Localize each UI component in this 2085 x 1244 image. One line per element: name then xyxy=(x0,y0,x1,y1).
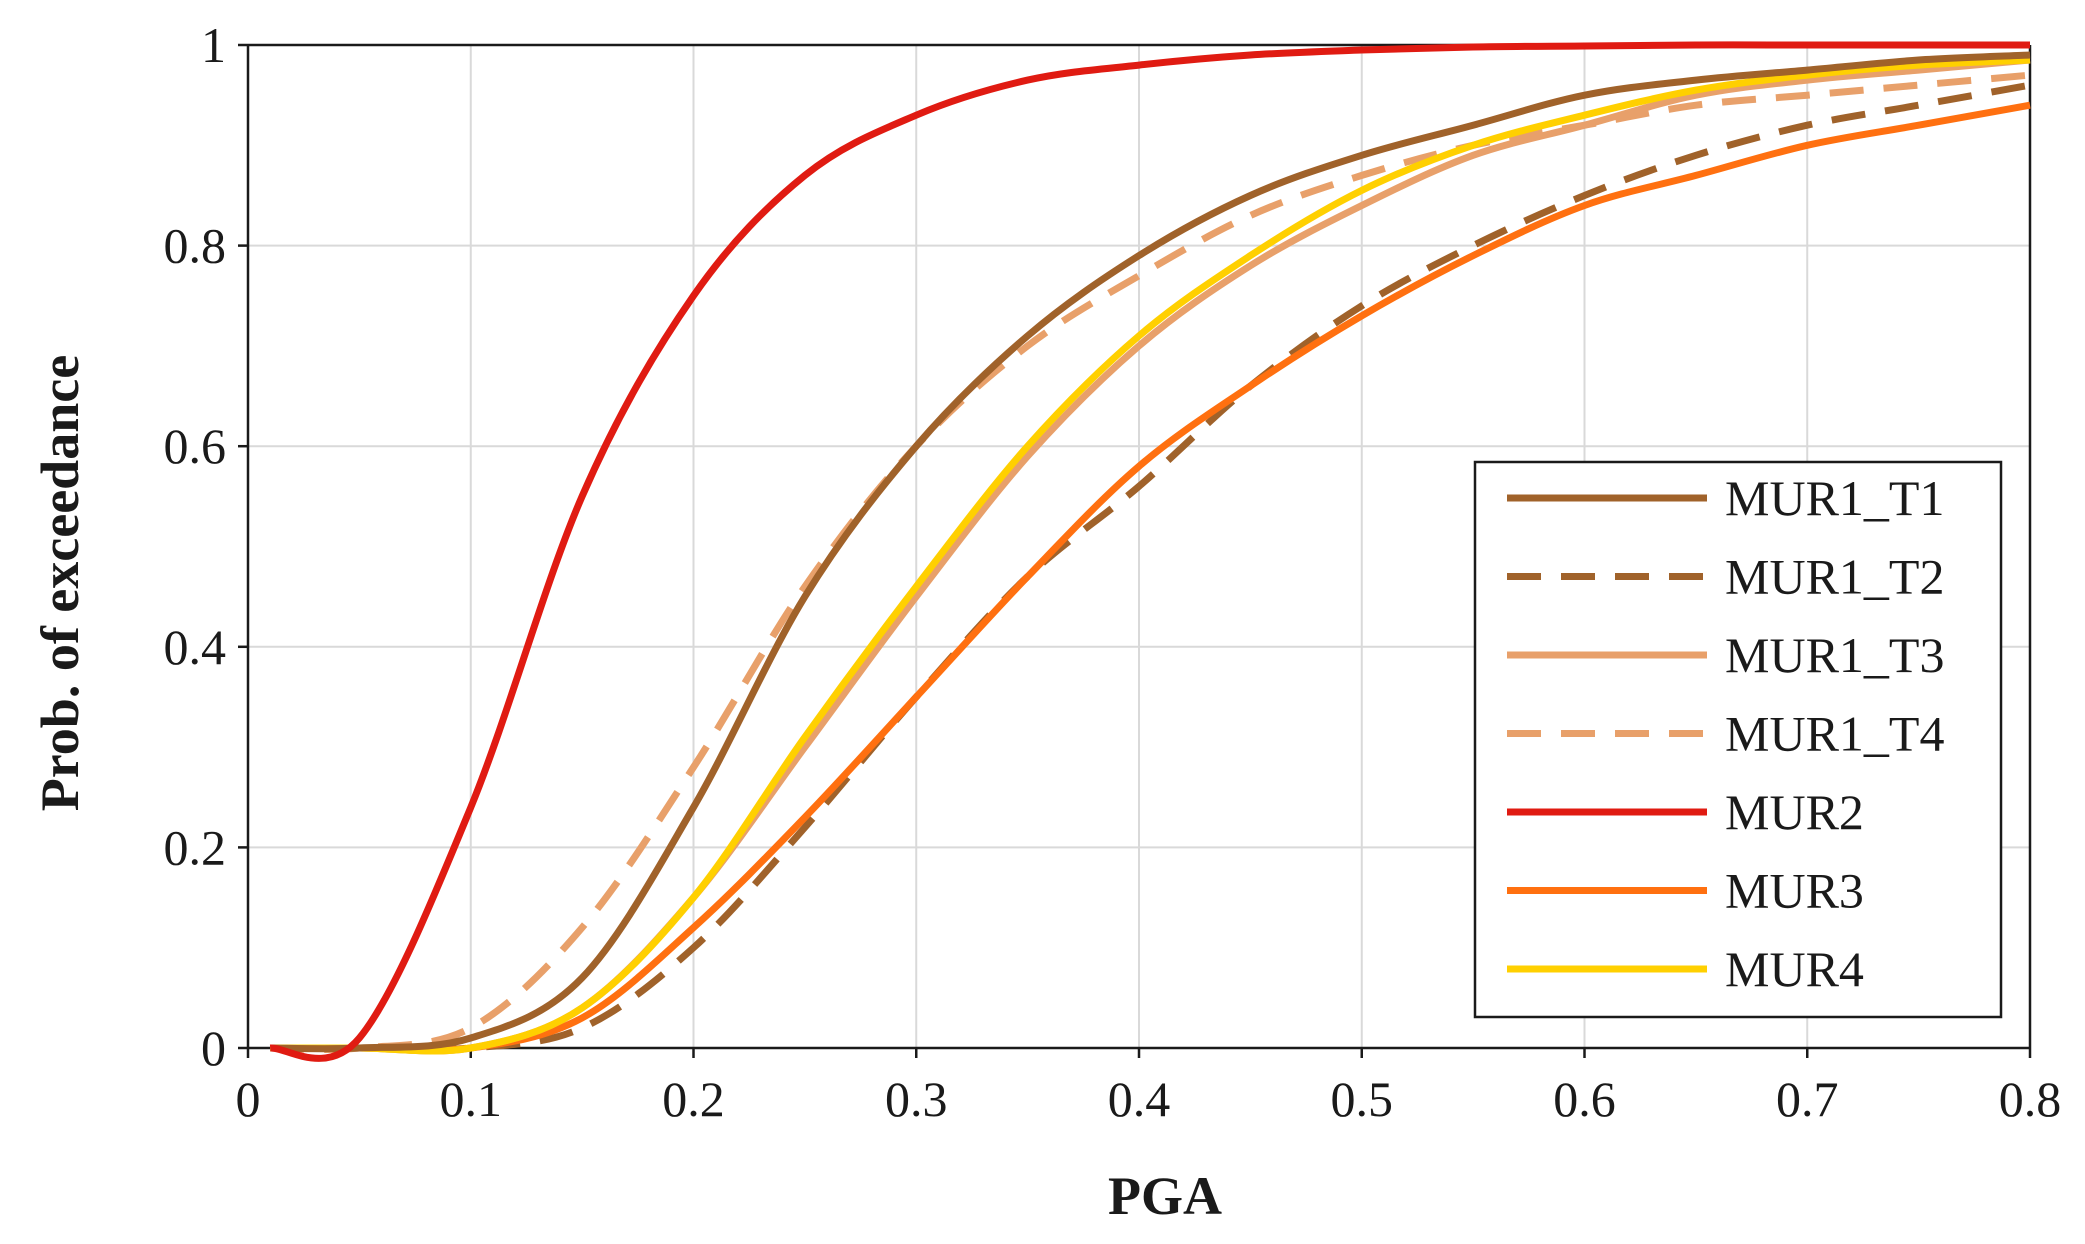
x-tick-label: 0.4 xyxy=(1108,1071,1171,1127)
series-lines xyxy=(269,41,2031,1062)
series-line-mur1-t2 xyxy=(270,81,2031,1053)
x-tick-label: 0.1 xyxy=(440,1071,503,1127)
x-tick-label: 0.8 xyxy=(1999,1071,2062,1127)
legend-label-mur1-t1: MUR1_T1 xyxy=(1725,470,1944,526)
legend: MUR1_T1 MUR1_T2 MUR1_T3 MUR1_T4 MUR2 MUR3 MUR4 xyxy=(1473,460,2003,1019)
x-tick-label: 0.3 xyxy=(885,1071,948,1127)
legend-label-mur2: MUR2 xyxy=(1725,784,1864,840)
x-tick-label: 0.7 xyxy=(1776,1071,1839,1127)
x-tick-label: 0.6 xyxy=(1553,1071,1616,1127)
y-tick-label: 0.8 xyxy=(164,218,227,274)
y-tick-label: 0 xyxy=(201,1020,226,1076)
legend-label-mur4: MUR4 xyxy=(1725,941,1864,997)
legend-label-mur1-t4: MUR1_T4 xyxy=(1725,706,1944,762)
legend-label-mur1-t3: MUR1_T3 xyxy=(1725,627,1944,683)
legend-label-mur1-t2: MUR1_T2 xyxy=(1725,549,1944,605)
legend-label-mur3: MUR3 xyxy=(1725,863,1864,919)
y-tick-label: 0.4 xyxy=(164,619,227,675)
y-tick-label: 0.6 xyxy=(164,418,227,474)
tick-labels: 0 0.1 0.2 0.3 0.4 0.5 0.6 0.7 0.8 0 0.2 0.4 0.6 0.8 1 xyxy=(164,17,2062,1127)
x-tick-label: 0 xyxy=(236,1071,261,1127)
y-tick-label: 0.2 xyxy=(164,819,227,875)
y-axis-title: Prob. of exceedance xyxy=(30,355,90,811)
series-line-mur3 xyxy=(270,101,2031,1054)
x-axis-title: PGA xyxy=(1108,1166,1222,1226)
series-line-mur1-t1 xyxy=(270,51,2031,1053)
series-line-mur4 xyxy=(270,56,2031,1055)
series-line-mur1-t4 xyxy=(270,71,2031,1053)
x-tick-label: 0.5 xyxy=(1331,1071,1394,1127)
y-tick-label: 1 xyxy=(201,17,226,73)
series-line-mur2 xyxy=(269,41,2030,1062)
x-tick-label: 0.2 xyxy=(662,1071,725,1127)
legend-box xyxy=(1473,460,2003,1019)
